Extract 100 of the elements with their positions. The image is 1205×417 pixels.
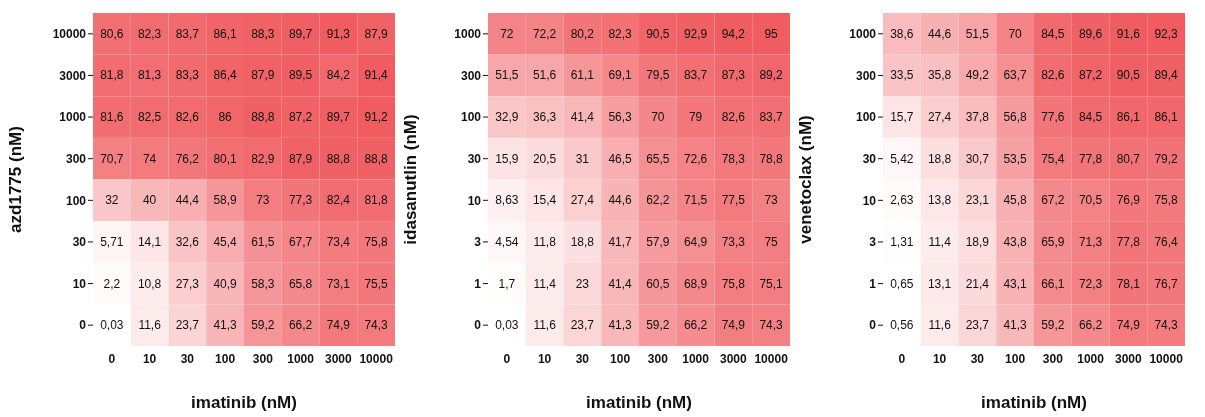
- data-label: 81,8: [100, 68, 124, 83]
- y-tick-label: 30: [72, 235, 87, 250]
- data-label: 31: [575, 151, 590, 166]
- data-label: 74,9: [326, 318, 351, 333]
- data-label: 27,4: [927, 110, 952, 125]
- data-label: 51,5: [495, 68, 519, 83]
- data-label: 90,5: [646, 26, 670, 41]
- data-label: 41,4: [570, 110, 595, 125]
- y-tick-label: 300: [65, 151, 87, 166]
- data-label: 73,1: [326, 276, 351, 291]
- data-label: 59,2: [251, 318, 275, 333]
- data-label: 51,6: [532, 68, 557, 83]
- data-label: 87,2: [288, 110, 313, 125]
- data-label: 77,3: [288, 193, 313, 208]
- data-label: 63,7: [1003, 68, 1028, 83]
- data-label: 32,9: [495, 110, 519, 125]
- data-label: 73: [764, 193, 779, 208]
- data-label: 4,54: [495, 234, 519, 249]
- x-tick-label: 0: [898, 351, 906, 366]
- data-label: 80,7: [1116, 151, 1141, 166]
- data-label: 11,4: [533, 276, 557, 291]
- data-label: 88,8: [326, 151, 351, 166]
- data-label: 60,5: [646, 276, 670, 291]
- data-label: 11,8: [533, 234, 557, 249]
- data-label: 35,8: [927, 68, 952, 83]
- data-label: 78,8: [759, 151, 784, 166]
- data-label: 27,3: [175, 276, 200, 291]
- data-label: 1,31: [890, 234, 914, 249]
- data-label: 74,3: [1154, 318, 1179, 333]
- data-label: 88,3: [251, 26, 275, 41]
- data-label: 66,2: [683, 318, 708, 333]
- y-tick-label: 300: [855, 68, 877, 83]
- data-label: 38,6: [890, 26, 914, 41]
- data-label: 45,8: [1003, 193, 1028, 208]
- data-label: 20,5: [532, 151, 557, 166]
- x-tick-label: 300: [1042, 351, 1064, 366]
- data-label: 8,63: [495, 193, 519, 208]
- y-tick-label: 1000: [59, 110, 87, 125]
- data-label: 83,3: [175, 68, 200, 83]
- data-label: 77,6: [1041, 110, 1065, 125]
- y-tick-label: 1000: [454, 27, 482, 42]
- data-label: 81,6: [100, 110, 124, 125]
- data-label: 59,2: [646, 318, 670, 333]
- data-label: 76,7: [1154, 276, 1179, 291]
- data-label: 87,9: [364, 26, 389, 41]
- data-label: 72,2: [532, 26, 557, 41]
- data-label: 41,4: [608, 276, 633, 291]
- x-tick-label: 30: [575, 351, 590, 366]
- data-label: 23: [575, 276, 590, 291]
- data-label: 14,1: [137, 234, 162, 249]
- y-axis-title: azd1775 (nM): [6, 126, 26, 233]
- data-label: 71,5: [683, 193, 708, 208]
- data-label: 21,4: [965, 276, 990, 291]
- data-label: 0,03: [495, 318, 519, 333]
- data-label: 89,6: [1078, 26, 1103, 41]
- data-label: 10,8: [137, 276, 162, 291]
- data-label: 41,3: [1003, 318, 1028, 333]
- data-label: 70,7: [100, 151, 124, 166]
- data-label: 32: [105, 193, 119, 208]
- data-label: 82,6: [1041, 68, 1065, 83]
- x-tick-label: 10000: [754, 351, 789, 366]
- data-label: 82,5: [137, 110, 162, 125]
- x-tick-label: 10: [142, 351, 157, 366]
- data-label: 66,2: [1078, 318, 1103, 333]
- data-label: 72,6: [683, 151, 708, 166]
- data-label: 44,6: [927, 26, 952, 41]
- data-label: 78,3: [721, 151, 746, 166]
- data-label: 80,6: [100, 26, 124, 41]
- data-label: 0,65: [890, 276, 914, 291]
- data-label: 82,3: [608, 26, 633, 41]
- data-label: 89,4: [1154, 68, 1179, 83]
- data-label: 75,5: [364, 276, 389, 291]
- x-tick-label: 3000: [720, 351, 748, 366]
- data-label: 83,7: [759, 110, 784, 125]
- data-label: 66,2: [288, 318, 313, 333]
- data-label: 87,9: [251, 68, 275, 83]
- data-label: 84,2: [326, 68, 351, 83]
- data-label: 40: [142, 193, 157, 208]
- data-label: 76,9: [1116, 193, 1141, 208]
- data-label: 41,3: [213, 318, 238, 333]
- y-tick-label: 100: [65, 193, 87, 208]
- data-label: 72,3: [1078, 276, 1103, 291]
- data-label: 2,2: [103, 276, 121, 291]
- data-label: 77,8: [1116, 234, 1141, 249]
- data-label: 81,8: [364, 193, 389, 208]
- data-label: 57,9: [646, 234, 670, 249]
- data-label: 37,8: [965, 110, 990, 125]
- data-label: 82,6: [721, 110, 746, 125]
- data-label: 72: [500, 26, 514, 41]
- y-tick-label: 100: [460, 110, 482, 125]
- y-tick-label: 10000: [52, 27, 87, 42]
- data-label: 61,5: [251, 234, 275, 249]
- data-label: 5,71: [100, 234, 124, 249]
- y-tick-label: 300: [460, 68, 482, 83]
- data-label: 58,9: [213, 193, 238, 208]
- data-label: 90,5: [1116, 68, 1141, 83]
- data-label: 64,9: [683, 234, 708, 249]
- data-label: 91,2: [364, 110, 389, 125]
- data-label: 67,7: [288, 234, 313, 249]
- y-tick-label: 10: [72, 276, 87, 291]
